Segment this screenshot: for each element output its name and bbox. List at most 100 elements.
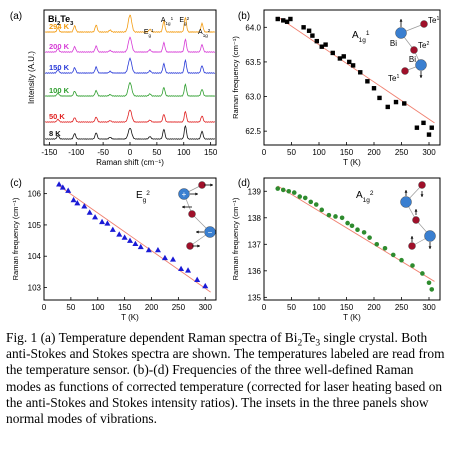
- panel-frame: [263, 9, 441, 146]
- data-point: [145, 246, 152, 253]
- x-tick-label: 250: [395, 303, 409, 312]
- data-point: [319, 207, 325, 213]
- bi-atom: [178, 188, 190, 200]
- data-point: [280, 187, 286, 193]
- data-point: [301, 25, 306, 30]
- x-tick-label: -150: [41, 148, 58, 157]
- x-tick-label: 200: [145, 303, 159, 312]
- te-atom: [418, 181, 426, 189]
- data-point: [297, 194, 303, 199]
- arrow-head: [410, 236, 414, 239]
- bi-atom: [424, 230, 436, 242]
- x-tick-label: 300: [199, 303, 213, 312]
- data-point: [410, 263, 415, 268]
- series-label: 200 K: [49, 42, 70, 51]
- series-label: 8 K: [49, 129, 61, 138]
- peak-label: A1g1: [161, 16, 174, 26]
- caption-sub1: 2: [297, 338, 303, 349]
- bi-atom: [415, 59, 427, 71]
- te-atom: [420, 20, 428, 28]
- peak-label: A1g2: [198, 28, 211, 38]
- x-tick-label: 300: [422, 148, 436, 157]
- x-tick-label: 50: [152, 148, 161, 157]
- te-atom: [188, 210, 196, 218]
- panel-frame: [263, 177, 441, 301]
- data-point: [178, 265, 185, 272]
- data-point: [132, 240, 139, 246]
- x-tick-label: 300: [422, 303, 436, 312]
- data-point: [350, 63, 356, 68]
- data-point: [121, 234, 128, 240]
- data-point: [286, 188, 292, 194]
- data-point: [365, 79, 370, 84]
- x-axis-label: T (K): [121, 313, 139, 322]
- data-point: [308, 199, 314, 205]
- data-point: [420, 271, 425, 276]
- data-point: [161, 254, 168, 261]
- mode-label: Eg2: [136, 190, 150, 204]
- bi-atom: [395, 27, 407, 39]
- data-point: [326, 212, 332, 218]
- data-point: [341, 54, 346, 59]
- data-point: [323, 42, 328, 47]
- spectrum-line: [44, 81, 216, 97]
- te-atom: [412, 216, 420, 224]
- te-atom: [408, 242, 416, 250]
- data-point: [302, 195, 308, 201]
- fit-line: [58, 185, 211, 293]
- data-point: [65, 187, 72, 193]
- panel-label: (d): [238, 178, 250, 189]
- data-point: [393, 99, 399, 105]
- x-tick-label: 0: [262, 148, 267, 157]
- data-point: [92, 214, 99, 220]
- inset-label: Bi: [390, 39, 397, 48]
- y-tick-label: 105: [28, 221, 42, 230]
- series-label: 100 K: [49, 86, 70, 95]
- data-point: [339, 215, 345, 221]
- data-point: [313, 202, 319, 207]
- data-point: [288, 16, 293, 22]
- fit-line: [277, 185, 435, 282]
- series-label: 150 K: [49, 63, 70, 72]
- data-point: [421, 120, 426, 126]
- caption-prefix: Fig. 1 (a) Temperature dependent Raman s…: [6, 330, 298, 345]
- bi-atom: [400, 196, 412, 208]
- panel-a-frame: [43, 9, 217, 146]
- inset-label: Te2: [418, 41, 429, 50]
- data-point: [361, 230, 367, 235]
- data-point: [426, 132, 432, 137]
- figure-caption: Fig. 1 (a) Temperature dependent Raman s…: [6, 330, 450, 427]
- data-point: [137, 243, 144, 250]
- inset-label: Te1: [388, 74, 399, 83]
- y-tick-label: 62.5: [245, 127, 261, 136]
- spectrum-line: [44, 57, 216, 74]
- te-atom: [401, 67, 409, 75]
- x-axis-label: Raman shift (cm⁻¹): [96, 158, 164, 167]
- data-point: [390, 252, 396, 258]
- data-point: [306, 28, 312, 33]
- data-point: [349, 223, 355, 229]
- x-tick-label: -100: [68, 148, 85, 157]
- panel-label: (c): [10, 178, 22, 189]
- data-point: [109, 226, 116, 232]
- arrow-head: [414, 209, 418, 212]
- data-point: [371, 86, 377, 91]
- data-point: [154, 246, 161, 253]
- arrow-head: [419, 75, 423, 78]
- data-point: [377, 95, 382, 101]
- data-point: [355, 227, 360, 233]
- caption-mid: Te: [302, 330, 316, 345]
- data-point: [202, 282, 209, 289]
- data-point: [367, 235, 372, 240]
- data-point: [99, 218, 106, 225]
- data-point: [319, 44, 324, 49]
- spectrum-line: [44, 14, 216, 33]
- y-axis-label: Intensity (A.U.): [27, 51, 36, 104]
- data-point: [399, 257, 404, 263]
- data-point: [330, 50, 335, 56]
- data-point: [284, 19, 290, 24]
- y-tick-label: 104: [28, 252, 42, 261]
- x-tick-label: 200: [367, 303, 381, 312]
- x-tick-label: 250: [172, 303, 186, 312]
- figure: 294 K 200 K 150 K 100 K 50 K 8 K Eg1 A1g1 Eg2 A1g…: [10, 9, 441, 322]
